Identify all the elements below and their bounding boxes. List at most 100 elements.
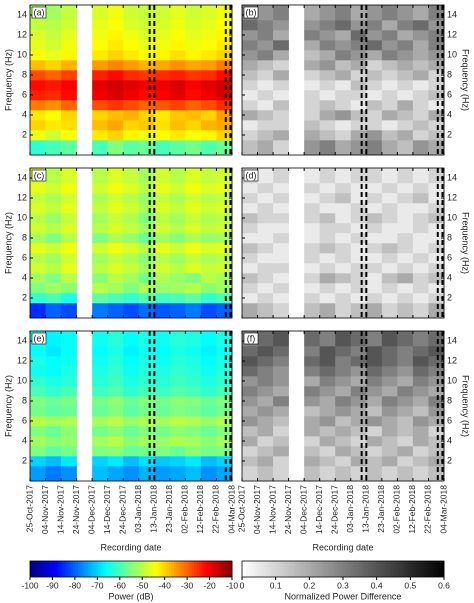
heatmap-cell (30, 466, 46, 482)
heatmap-cell (61, 416, 77, 427)
heatmap-cell (185, 396, 202, 407)
heatmap-cell (304, 5, 320, 21)
heatmap-cell (138, 203, 155, 214)
heatmap-cell (366, 40, 383, 51)
heatmap-cell (169, 110, 186, 121)
heatmap-cell (319, 70, 336, 81)
heatmap-cell (138, 283, 155, 294)
heatmap-cell (185, 263, 202, 274)
heatmap-cell (154, 80, 171, 91)
colorbar-frame (29, 560, 233, 578)
heatmap-cell (61, 213, 77, 224)
heatmap-cell (123, 140, 140, 156)
y-tick-label: 10 (17, 49, 27, 59)
heatmap-cell (185, 130, 202, 141)
heatmap-cell (381, 283, 398, 294)
heatmap-cell (61, 60, 77, 71)
heatmap-cell (257, 356, 274, 367)
heatmap-cell (397, 253, 414, 264)
colorbar-swatch (206, 561, 210, 577)
heatmap-cell (257, 168, 274, 184)
heatmap-cell (92, 40, 108, 51)
colorbar-swatch (436, 561, 440, 577)
heatmap-cell (185, 456, 202, 467)
heatmap-cell (242, 283, 258, 294)
colorbar-swatch (416, 561, 420, 577)
heatmap-cell (92, 376, 108, 387)
heatmap-cell (123, 168, 140, 184)
colorbar-swatch (153, 561, 157, 577)
heatmap-cell (335, 446, 352, 457)
heatmap-cell (200, 426, 217, 437)
heatmap-cell (350, 386, 367, 397)
heatmap-cell (123, 346, 140, 357)
heatmap-cell (335, 253, 352, 264)
heatmap-cell (169, 168, 186, 184)
heatmap-cell (304, 416, 320, 427)
heatmap-cell (45, 416, 62, 427)
heatmap-cell (412, 120, 429, 131)
heatmap-cell (335, 213, 352, 224)
heatmap-cell (412, 30, 429, 41)
colorbar-swatch (262, 561, 266, 577)
heatmap-cell (381, 5, 398, 21)
heatmap-cell (304, 446, 320, 457)
heatmap-cell (319, 30, 336, 41)
heatmap-cell (216, 416, 233, 427)
heatmap-cell (61, 233, 77, 244)
heatmap-cell (304, 233, 320, 244)
heatmap-cell (200, 416, 217, 427)
heatmap-cell (381, 346, 398, 357)
heatmap-cell (335, 50, 352, 61)
heatmap-cell (335, 5, 352, 21)
heatmap-cell (397, 303, 414, 319)
panel-label: (e) (34, 333, 45, 343)
heatmap-cell (45, 120, 62, 131)
heatmap-cell (92, 193, 108, 204)
heatmap-cell (216, 263, 233, 274)
heatmap-cell (123, 273, 140, 284)
heatmap-cell (154, 366, 171, 377)
colorbar-swatch (375, 561, 379, 577)
colorbar-swatch (100, 561, 104, 577)
heatmap-cell (381, 253, 398, 264)
heatmap-cell (366, 193, 383, 204)
heatmap-cell (154, 273, 171, 284)
heatmap-cell (107, 5, 124, 21)
colorbar-swatch (401, 561, 404, 577)
heatmap-cell (123, 416, 140, 427)
heatmap-cell (200, 293, 217, 304)
heatmap-cell (350, 130, 367, 141)
heatmap-cell (335, 193, 352, 204)
heatmap-cell (273, 20, 289, 31)
heatmap-cell (257, 406, 274, 417)
colorbar-tick-label: -100 (21, 580, 38, 590)
heatmap-cell (107, 366, 124, 377)
heatmap-cell (30, 140, 46, 156)
heatmap-cell (92, 110, 108, 121)
heatmap-cell (45, 203, 62, 214)
heatmap-cell (45, 70, 62, 81)
heatmap-cell (381, 243, 398, 254)
heatmap-cell (366, 90, 383, 101)
heatmap-cell (185, 436, 202, 447)
heatmap-cell (138, 366, 155, 377)
heatmap-cell (200, 253, 217, 264)
colorbar-swatch (269, 561, 273, 577)
heatmap-cell (335, 283, 352, 294)
heatmap-cell (200, 30, 217, 41)
colorbar-swatch (196, 561, 200, 577)
heatmap-cell (200, 303, 217, 319)
heatmap-cell (138, 140, 155, 156)
heatmap-cell (123, 436, 140, 447)
heatmap-cell (200, 233, 217, 244)
heatmap-cell (366, 406, 383, 417)
heatmap-cell (61, 70, 77, 81)
y-tick-label: 14 (17, 172, 27, 182)
heatmap-cell (138, 90, 155, 101)
colorbar-swatch (348, 561, 351, 577)
heatmap-cell (61, 20, 77, 31)
heatmap-cell (169, 90, 186, 101)
heatmap-cell (92, 60, 108, 71)
